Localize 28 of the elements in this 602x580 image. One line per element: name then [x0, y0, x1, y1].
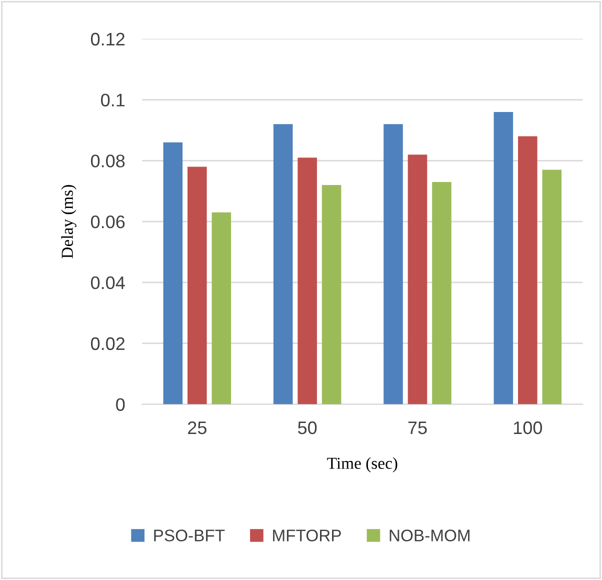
y-axis-title: Delay (ms) [61, 185, 76, 258]
y-tick-label: 0 [116, 398, 125, 411]
y-tick-label: 0.12 [90, 32, 124, 46]
bar [298, 158, 317, 404]
x-tick-label: 25 [188, 421, 206, 434]
x-tick-label: 100 [514, 421, 542, 434]
x-tick-label: 50 [298, 421, 317, 434]
bar [494, 112, 514, 404]
y-tick-label: 0.08 [90, 154, 125, 168]
bar [384, 124, 403, 404]
legend-label: PSO-BFT [154, 530, 225, 542]
bar [163, 142, 183, 404]
y-tick-label: 0.04 [90, 276, 125, 290]
legend-label: NOB-MOM [390, 530, 470, 542]
bar [273, 124, 293, 404]
bar [518, 136, 538, 404]
y-tick-label: 0.1 [101, 94, 125, 106]
y-tick-label: 0.06 [90, 215, 125, 228]
legend-label: MFTORP [273, 530, 341, 542]
bar [212, 212, 232, 404]
bar [188, 166, 207, 404]
x-tick-label: 75 [408, 422, 427, 434]
bar [322, 185, 342, 404]
x-axis-title: Time (sec) [327, 457, 398, 472]
bar [408, 154, 428, 404]
bar [432, 182, 452, 404]
y-tick-label: 0.02 [90, 337, 124, 350]
bar [542, 170, 562, 404]
